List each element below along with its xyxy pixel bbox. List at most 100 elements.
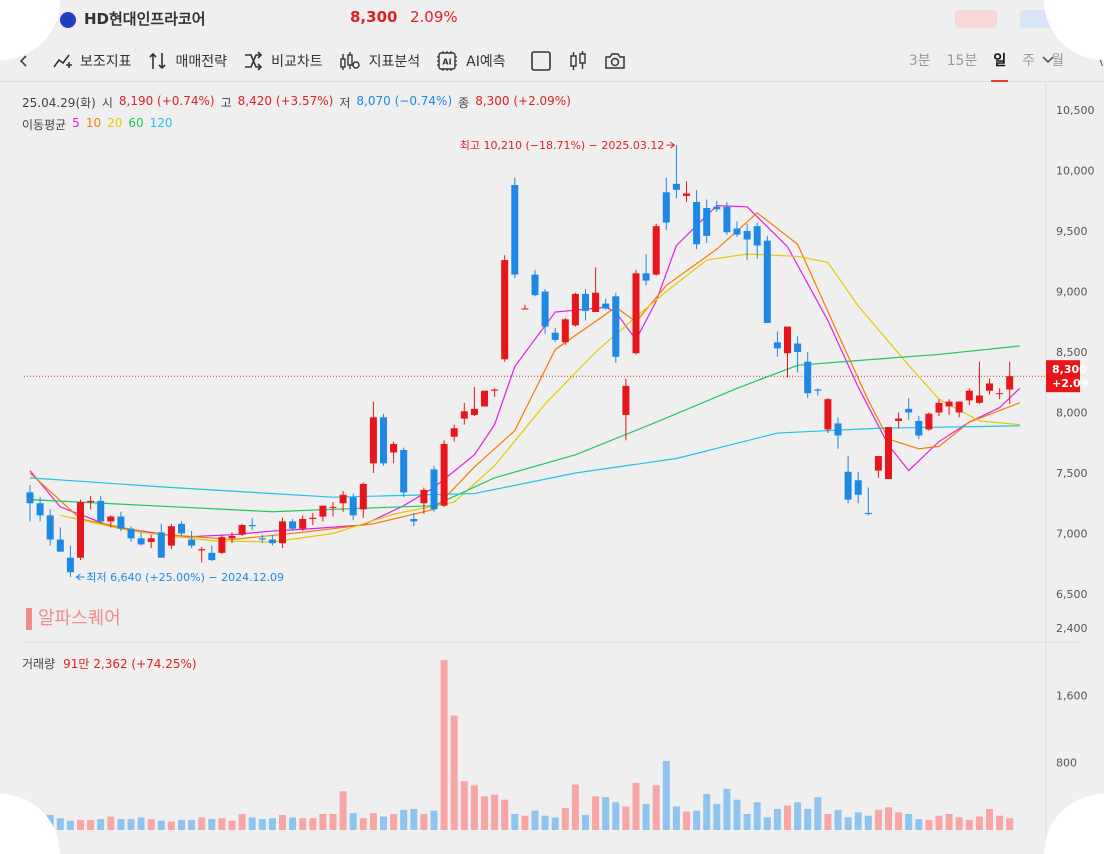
volume-bar[interactable] xyxy=(925,819,933,830)
tool-ai[interactable]: AI AI예측 xyxy=(436,40,506,82)
candle[interactable] xyxy=(127,528,135,539)
volume-bar[interactable] xyxy=(945,814,953,830)
volume-bar[interactable] xyxy=(844,817,852,830)
volume-bar[interactable] xyxy=(218,818,226,830)
volume-bar[interactable] xyxy=(329,814,337,830)
candle[interactable] xyxy=(723,206,731,233)
candle[interactable] xyxy=(763,240,771,323)
candle[interactable] xyxy=(26,492,34,504)
candle[interactable] xyxy=(905,408,913,413)
volume-bar[interactable] xyxy=(642,803,650,830)
candle[interactable] xyxy=(349,497,357,516)
volume-bar[interactable] xyxy=(380,816,387,830)
volume-bar[interactable] xyxy=(511,814,519,830)
candle[interactable] xyxy=(299,518,307,529)
candle[interactable] xyxy=(289,521,297,529)
volume-bar[interactable] xyxy=(753,802,761,830)
volume-bar[interactable] xyxy=(319,814,327,830)
volume-bar[interactable] xyxy=(773,808,781,830)
candle[interactable] xyxy=(844,471,852,500)
volume-bar[interactable] xyxy=(228,820,236,830)
volume-bar[interactable] xyxy=(369,813,377,830)
volume-bar[interactable] xyxy=(935,815,943,830)
tool-indicator[interactable]: 보조지표 xyxy=(52,40,132,82)
volume-bar[interactable] xyxy=(491,794,499,830)
candle[interactable] xyxy=(188,539,196,546)
volume-bar[interactable] xyxy=(602,797,610,830)
candle[interactable] xyxy=(309,517,317,519)
candle[interactable] xyxy=(784,326,791,354)
candle[interactable] xyxy=(753,226,761,246)
volume-bar[interactable] xyxy=(167,821,175,830)
candle[interactable] xyxy=(874,456,882,471)
candle[interactable] xyxy=(521,308,529,310)
period-option[interactable]: 월 xyxy=(1051,53,1064,69)
volume-bar[interactable] xyxy=(309,818,317,830)
candle[interactable] xyxy=(592,292,600,313)
volume-bar[interactable] xyxy=(248,817,256,830)
square-tool[interactable] xyxy=(530,40,552,82)
volume-bar[interactable] xyxy=(874,809,882,830)
volume-bar[interactable] xyxy=(359,818,367,830)
volume-bar[interactable] xyxy=(885,807,892,830)
screenshot-tool[interactable] xyxy=(604,40,626,82)
candle[interactable] xyxy=(430,469,438,510)
candle[interactable] xyxy=(339,494,347,504)
candle[interactable] xyxy=(390,443,398,453)
candle[interactable] xyxy=(854,480,862,495)
volume-bar[interactable] xyxy=(97,819,105,830)
header-buy-button[interactable] xyxy=(955,10,997,28)
volume-bar[interactable] xyxy=(804,808,812,830)
volume-bar[interactable] xyxy=(986,808,993,830)
volume-bar[interactable] xyxy=(592,796,600,830)
candle[interactable] xyxy=(400,450,408,493)
candle[interactable] xyxy=(501,260,509,360)
volume-bar[interactable] xyxy=(632,782,640,830)
candle[interactable] xyxy=(965,390,973,401)
volume-bar[interactable] xyxy=(289,817,297,830)
volume-bar[interactable] xyxy=(238,814,246,830)
candle[interactable] xyxy=(733,228,741,235)
candle[interactable] xyxy=(329,506,337,508)
volume-bar[interactable] xyxy=(117,819,125,830)
candle[interactable] xyxy=(925,413,933,430)
volume-bar[interactable] xyxy=(571,784,579,830)
volume-bar[interactable] xyxy=(258,819,266,830)
candle[interactable] xyxy=(582,293,589,311)
candle[interactable] xyxy=(107,516,115,522)
candle[interactable] xyxy=(450,428,458,437)
candle[interactable] xyxy=(693,201,701,245)
candle[interactable] xyxy=(167,526,175,546)
volume-bar[interactable] xyxy=(683,811,690,830)
candle[interactable] xyxy=(652,226,660,275)
volume-bar[interactable] xyxy=(420,814,428,830)
volume-bar[interactable] xyxy=(1006,818,1014,830)
volume-bar[interactable] xyxy=(430,810,438,830)
candle[interactable] xyxy=(440,443,448,506)
volume-bar[interactable] xyxy=(834,809,842,830)
candle[interactable] xyxy=(319,505,327,517)
candle[interactable] xyxy=(834,423,842,436)
candle[interactable] xyxy=(571,293,579,326)
volume-bar[interactable] xyxy=(622,806,630,830)
period-option[interactable]: 15분 xyxy=(946,53,978,69)
candle[interactable] xyxy=(531,274,539,296)
candle[interactable] xyxy=(238,525,246,535)
candle[interactable] xyxy=(117,516,125,529)
candle[interactable] xyxy=(895,418,903,421)
more-icon[interactable]: ⟨ xyxy=(1098,52,1104,68)
volume-bar[interactable] xyxy=(743,814,751,830)
candle[interactable] xyxy=(915,420,923,436)
candle[interactable] xyxy=(369,417,377,464)
volume-bar[interactable] xyxy=(541,815,549,830)
candle[interactable] xyxy=(885,427,892,480)
volume-bar[interactable] xyxy=(56,818,64,830)
candle[interactable] xyxy=(794,343,802,352)
volume-bar[interactable] xyxy=(582,814,589,830)
candle[interactable] xyxy=(945,401,953,407)
period-option[interactable]: 3분 xyxy=(908,53,931,69)
volume-bar[interactable] xyxy=(501,799,509,830)
candle-type-tool[interactable] xyxy=(568,40,588,82)
candle[interactable] xyxy=(147,538,155,542)
candle[interactable] xyxy=(380,417,387,464)
